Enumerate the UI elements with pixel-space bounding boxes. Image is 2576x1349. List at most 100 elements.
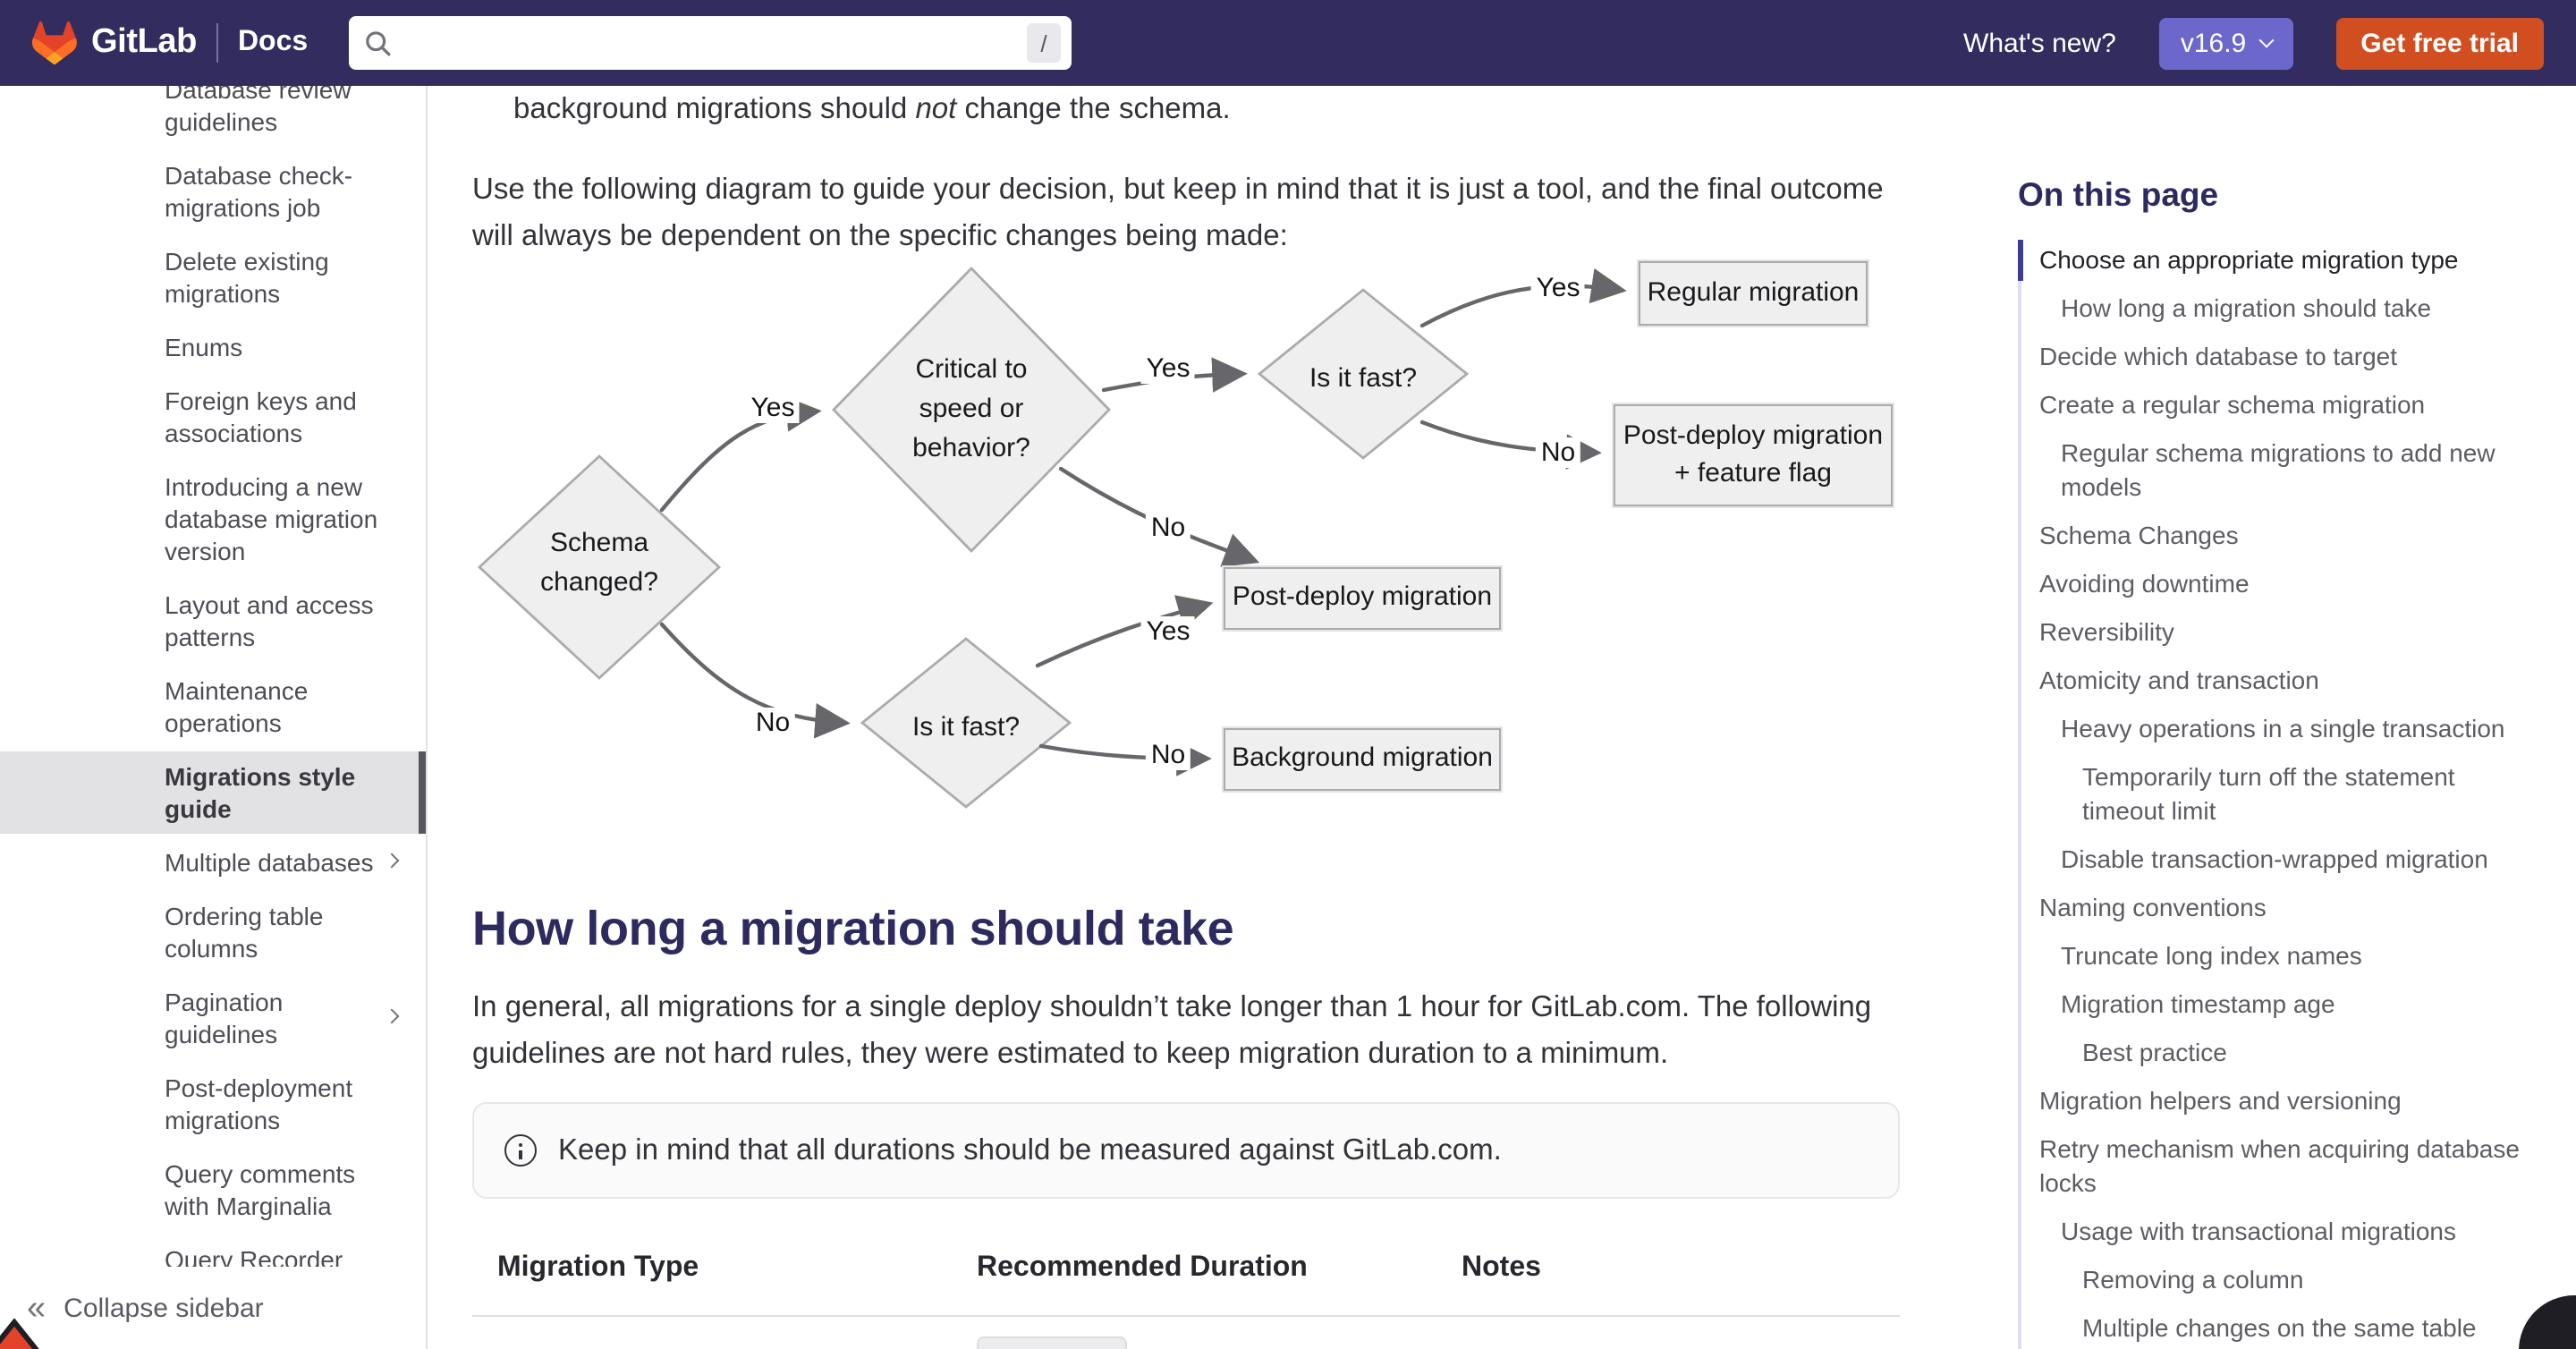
toc-item[interactable]: Multiple changes on the same table bbox=[2039, 1311, 2555, 1345]
edge-label-yes: Yes bbox=[1140, 616, 1196, 647]
sidebar-item-label: Delete existing migrations bbox=[165, 247, 329, 308]
sidebar-item[interactable]: Post-deployment migrations bbox=[0, 1063, 426, 1145]
toc-item[interactable]: Temporarily turn off the statement timeo… bbox=[2039, 760, 2555, 828]
toc-item[interactable]: Disable transaction-wrapped migration bbox=[2039, 843, 2555, 877]
toc-item[interactable]: Regular schema migrations to add new mod… bbox=[2039, 437, 2555, 505]
toc-item[interactable]: Retry mechanism when acquiring database … bbox=[2039, 1133, 2555, 1201]
edge-label-no: No bbox=[750, 708, 796, 738]
clipped-text-post: change the schema. bbox=[956, 93, 1231, 125]
table-header-divider bbox=[472, 1315, 1900, 1317]
sidebar-item[interactable]: Multiple databases bbox=[0, 837, 426, 887]
toc-item-label: Avoiding downtime bbox=[2039, 569, 2250, 598]
node-critical-label: Critical to speed or behavior? bbox=[912, 354, 1030, 462]
search-bar[interactable]: / bbox=[349, 16, 1072, 70]
box-regular-migration: Regular migration bbox=[1639, 261, 1868, 326]
sidebar-item[interactable]: Database review guidelines bbox=[0, 86, 426, 147]
get-free-trial-button[interactable]: Get free trial bbox=[2335, 17, 2544, 69]
docs-label: Docs bbox=[237, 27, 309, 57]
collapse-sidebar-button[interactable]: « Collapse sidebar bbox=[0, 1267, 424, 1349]
diamond-schema-changed bbox=[477, 454, 722, 680]
toc-item-label: Decide which database to target bbox=[2039, 342, 2398, 370]
section-heading[interactable]: How long a migration should take bbox=[472, 902, 1234, 955]
sidebar-item-label: Foreign keys and associations bbox=[165, 386, 357, 447]
toc-item-label: Migration helpers and versioning bbox=[2039, 1086, 2402, 1115]
tanuki-widget-partial[interactable] bbox=[0, 1319, 61, 1349]
toc-item[interactable]: Usage with transactional migrations bbox=[2039, 1215, 2555, 1249]
gitlab-docs-logo[interactable]: GitLab Docs bbox=[32, 21, 308, 64]
toc-item[interactable]: Schema Changes bbox=[2039, 519, 2555, 553]
intro-paragraph: Use the following diagram to guide your … bbox=[472, 174, 1884, 253]
toc-title: On this page bbox=[2018, 175, 2219, 213]
toc-item-label: Heavy operations in a single transaction bbox=[2061, 714, 2505, 742]
toc-item[interactable]: Naming conventions bbox=[2039, 891, 2555, 925]
sidebar-item[interactable]: Enums bbox=[0, 322, 426, 372]
box-flag-line1: Post-deploy migration bbox=[1623, 420, 1884, 452]
main-content: background migrations should not change … bbox=[429, 86, 2018, 1349]
diamond-is-it-fast-top bbox=[1257, 288, 1470, 460]
toc-item[interactable]: Migration helpers and versioning bbox=[2039, 1084, 2555, 1118]
sidebar-item[interactable]: Ordering table columns bbox=[0, 891, 426, 973]
sidebar-item[interactable]: Pagination guidelines bbox=[0, 977, 426, 1059]
toc-item[interactable]: Create a regular schema migration bbox=[2039, 388, 2555, 422]
toc-item[interactable]: Choose an appropriate migration type bbox=[2018, 240, 2555, 281]
whats-new-link[interactable]: What's new? bbox=[1963, 28, 2116, 58]
toc-item-label: Disable transaction-wrapped migration bbox=[2061, 844, 2488, 873]
edge-schema-no bbox=[659, 622, 851, 739]
sidebar-item[interactable]: Database check-migrations job bbox=[0, 150, 426, 233]
clipped-text-em: not bbox=[915, 93, 957, 125]
clipped-text-pre: background migrations should bbox=[513, 93, 916, 125]
edge-fast-bottom-yes bbox=[1035, 595, 1214, 668]
toc-item-label: Schema Changes bbox=[2039, 521, 2239, 549]
sidebar-item[interactable]: Delete existing migrations bbox=[0, 236, 426, 318]
search-input[interactable] bbox=[404, 16, 1027, 70]
sidebar-item[interactable]: Introducing a new database migration ver… bbox=[0, 462, 426, 576]
edge-label-yes: Yes bbox=[1530, 273, 1586, 303]
toc-item-label: Atomicity and transaction bbox=[2039, 666, 2319, 694]
toc-item[interactable]: Reversibility bbox=[2039, 615, 2555, 649]
toc-item-label: Truncate long index names bbox=[2061, 941, 2362, 970]
toc-item[interactable]: Heavy operations in a single transaction bbox=[2039, 712, 2555, 746]
toc-item[interactable]: How long a migration should take bbox=[2039, 292, 2555, 326]
table-header-notes: Notes bbox=[1462, 1252, 1541, 1283]
sidebar-nav-list: Database review guidelines Database chec… bbox=[0, 86, 426, 1285]
brand-wordmark: GitLab bbox=[91, 23, 197, 61]
box-background-migration: Background migration bbox=[1224, 728, 1501, 791]
toc-item[interactable]: Truncate long index names bbox=[2039, 939, 2555, 973]
sidebar-item-label: Multiple databases bbox=[165, 848, 374, 877]
edge-label-yes: Yes bbox=[745, 393, 801, 423]
tanuki-icon bbox=[32, 21, 77, 64]
edge-label-no: No bbox=[1145, 513, 1191, 543]
edge-fast-top-yes bbox=[1419, 267, 1627, 328]
toc-item-label: Choose an appropriate migration type bbox=[2039, 245, 2459, 274]
sidebar-item[interactable]: Migrations style guide bbox=[0, 751, 426, 834]
toc-item[interactable]: Migration timestamp age bbox=[2039, 988, 2555, 1022]
sidebar-item[interactable]: Foreign keys and associations bbox=[0, 376, 426, 458]
toc-item[interactable]: Atomicity and transaction bbox=[2039, 664, 2555, 698]
toc-item[interactable]: Best practice bbox=[2039, 1036, 2555, 1070]
sidebar-item[interactable]: Query comments with Marginalia bbox=[0, 1149, 426, 1231]
toc-item[interactable]: Removing a column bbox=[2039, 1263, 2555, 1297]
toc-item-label: Reversibility bbox=[2039, 617, 2174, 646]
sidebar-item-label: Database check-migrations job bbox=[165, 161, 353, 222]
diamond-is-it-fast-bottom bbox=[860, 637, 1072, 809]
code-pill-partial bbox=[977, 1336, 1127, 1349]
version-dropdown[interactable]: v16.9 bbox=[2158, 17, 2293, 69]
edge-schema-yes bbox=[659, 396, 822, 513]
toc-item-label: Best practice bbox=[2082, 1038, 2227, 1066]
node-schema-changed-label: Schema changed? bbox=[540, 528, 658, 598]
collapse-sidebar-label: Collapse sidebar bbox=[64, 1293, 264, 1323]
toc-item-label: How long a migration should take bbox=[2061, 293, 2432, 322]
node-fast-bottom-label: Is it fast? bbox=[911, 712, 1021, 742]
sidebar-item[interactable]: Layout and access patterns bbox=[0, 580, 426, 662]
toc-item[interactable]: Decide which database to target bbox=[2039, 340, 2555, 374]
toc-list: Choose an appropriate migration type How… bbox=[2018, 240, 2555, 1349]
sidebar-item-label: Post-deployment migrations bbox=[165, 1073, 353, 1134]
chevron-down-icon bbox=[2258, 32, 2274, 48]
on-this-page-toc: On this page Choose an appropriate migra… bbox=[2018, 86, 2576, 1349]
toc-item[interactable]: Avoiding downtime bbox=[2039, 567, 2555, 601]
sidebar-item[interactable]: Maintenance operations bbox=[0, 666, 426, 748]
toc-item-label: Regular schema migrations to add new mod… bbox=[2061, 438, 2496, 501]
table-header-migration-type: Migration Type bbox=[497, 1252, 699, 1283]
search-icon bbox=[366, 30, 391, 55]
